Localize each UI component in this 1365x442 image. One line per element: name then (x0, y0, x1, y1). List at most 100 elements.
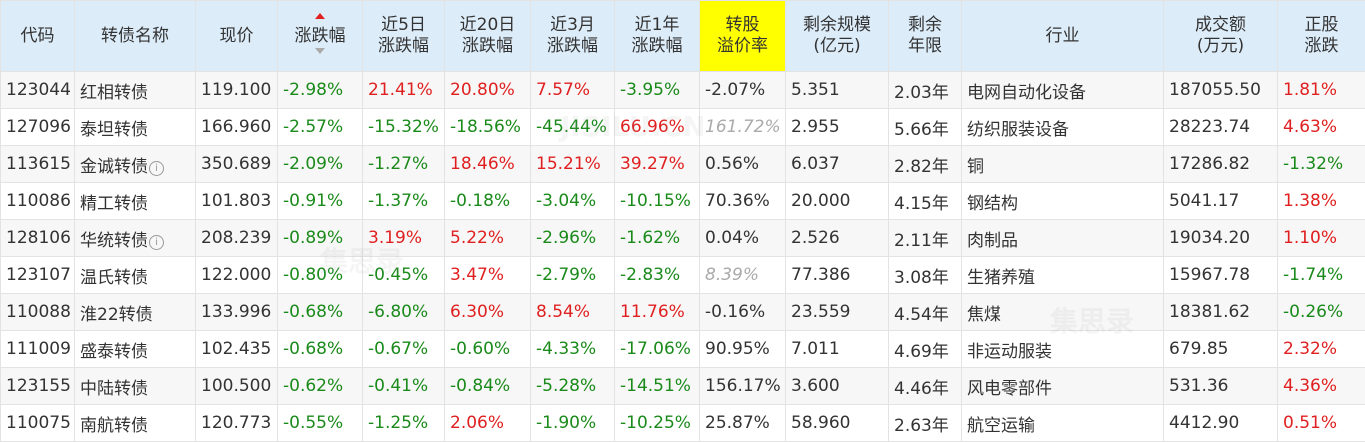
cell-3m-change: 8.54% (531, 294, 615, 331)
cell-premium: 156.17% (700, 368, 786, 405)
cell-3m-change: -5.28% (531, 368, 615, 405)
cell-premium: 161.72% (700, 109, 786, 146)
cell-premium: 8.39% (700, 257, 786, 294)
col-header-term[interactable]: 剩余年限 (889, 1, 962, 72)
cell-code[interactable]: 127096 (1, 109, 75, 146)
cell-change: -0.68% (278, 294, 363, 331)
cell-term: 4.15年 (889, 183, 962, 220)
cell-change: -0.80% (278, 257, 363, 294)
cell-change: -0.68% (278, 331, 363, 368)
cell-code[interactable]: 113615 (1, 146, 75, 183)
cell-volume: 28223.74 (1164, 109, 1278, 146)
cell-scale: 77.386 (786, 257, 889, 294)
cell-change: -2.57% (278, 109, 363, 146)
info-icon[interactable]: i (149, 161, 164, 176)
cell-term: 4.54年 (889, 294, 962, 331)
cell-term: 4.46年 (889, 368, 962, 405)
cell-stock-change: 4.63% (1278, 109, 1365, 146)
cell-scale: 20.000 (786, 183, 889, 220)
cell-volume: 17286.82 (1164, 146, 1278, 183)
cell-volume: 5041.17 (1164, 183, 1278, 220)
cell-code[interactable]: 123044 (1, 72, 75, 109)
cell-premium: 25.87% (700, 405, 786, 442)
cell-code[interactable]: 123155 (1, 368, 75, 405)
col-header-3m[interactable]: 近3月涨跌幅 (531, 1, 615, 72)
cell-name[interactable]: 精工转债 (75, 183, 196, 220)
cell-name[interactable]: 盛泰转债 (75, 331, 196, 368)
cell-code[interactable]: 110086 (1, 183, 75, 220)
cell-name[interactable]: 南航转债 (75, 405, 196, 442)
cell-3m-change: -3.04% (531, 183, 615, 220)
col-header-premium[interactable]: 转股溢价率 (700, 1, 786, 72)
cell-stock-change: 1.81% (1278, 72, 1365, 109)
cell-20d-change: 5.22% (445, 220, 531, 257)
cell-3m-change: -2.79% (531, 257, 615, 294)
cell-volume: 19034.20 (1164, 220, 1278, 257)
col-header-stock-change[interactable]: 正股涨跌 (1278, 1, 1365, 72)
col-header-scale[interactable]: 剩余规模(亿元) (786, 1, 889, 72)
cell-change: -0.89% (278, 220, 363, 257)
col-header-volume[interactable]: 成交额(万元) (1164, 1, 1278, 72)
cell-change: -0.55% (278, 405, 363, 442)
cell-volume: 187055.50 (1164, 72, 1278, 109)
cell-change: -0.91% (278, 183, 363, 220)
col-header-price[interactable]: 现价 (196, 1, 278, 72)
col-header-code[interactable]: 代码 (1, 1, 75, 72)
cell-3m-change: -1.90% (531, 405, 615, 442)
cell-term: 2.11年 (889, 220, 962, 257)
cell-code[interactable]: 128106 (1, 220, 75, 257)
cell-3m-change: -4.33% (531, 331, 615, 368)
cell-scale: 23.559 (786, 294, 889, 331)
cell-name[interactable]: 红相转债 (75, 72, 196, 109)
cell-20d-change: 6.30% (445, 294, 531, 331)
col-header-industry[interactable]: 行业 (962, 1, 1164, 72)
col-header-1y[interactable]: 近1年涨跌幅 (615, 1, 700, 72)
cell-industry: 电网自动化设备 (962, 72, 1164, 109)
cell-name[interactable]: 泰坦转债 (75, 109, 196, 146)
cell-price: 100.500 (196, 368, 278, 405)
col-header-change[interactable]: 涨跌幅 (278, 1, 363, 72)
cell-code[interactable]: 110088 (1, 294, 75, 331)
cell-stock-change: 1.10% (1278, 220, 1365, 257)
col-header-5d[interactable]: 近5日涨跌幅 (363, 1, 445, 72)
cell-scale: 6.037 (786, 146, 889, 183)
cell-code[interactable]: 111009 (1, 331, 75, 368)
cell-20d-change: -0.18% (445, 183, 531, 220)
header-row: 代码 转债名称 现价 涨跌幅 近5日涨跌幅 近20日涨跌幅 近3月涨跌幅 近1年… (1, 1, 1365, 72)
cell-industry: 钢结构 (962, 183, 1164, 220)
cell-name[interactable]: 温氏转债 (75, 257, 196, 294)
cell-term: 4.69年 (889, 331, 962, 368)
cell-name[interactable]: 中陆转债 (75, 368, 196, 405)
cell-stock-change: 2.32% (1278, 331, 1365, 368)
col-header-name[interactable]: 转债名称 (75, 1, 196, 72)
cell-price: 350.689 (196, 146, 278, 183)
cell-1y-change: -10.25% (615, 405, 700, 442)
cell-5d-change: -0.45% (363, 257, 445, 294)
cell-code[interactable]: 110075 (1, 405, 75, 442)
cell-20d-change: 3.47% (445, 257, 531, 294)
cell-5d-change: -0.67% (363, 331, 445, 368)
info-icon[interactable]: i (149, 235, 164, 250)
cell-stock-change: -1.74% (1278, 257, 1365, 294)
cell-premium: 70.36% (700, 183, 786, 220)
cell-stock-change: 4.36% (1278, 368, 1365, 405)
cell-industry: 航空运输 (962, 405, 1164, 442)
cell-1y-change: -17.06% (615, 331, 700, 368)
cell-20d-change: -0.84% (445, 368, 531, 405)
cell-1y-change: -2.83% (615, 257, 700, 294)
col-header-20d[interactable]: 近20日涨跌幅 (445, 1, 531, 72)
cell-code[interactable]: 123107 (1, 257, 75, 294)
cell-name[interactable]: 淮22转债 (75, 294, 196, 331)
